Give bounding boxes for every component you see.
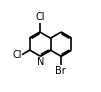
Text: Cl: Cl [35, 13, 45, 23]
Text: Br: Br [55, 66, 66, 76]
Text: Cl: Cl [12, 50, 22, 60]
Text: N: N [37, 57, 44, 67]
